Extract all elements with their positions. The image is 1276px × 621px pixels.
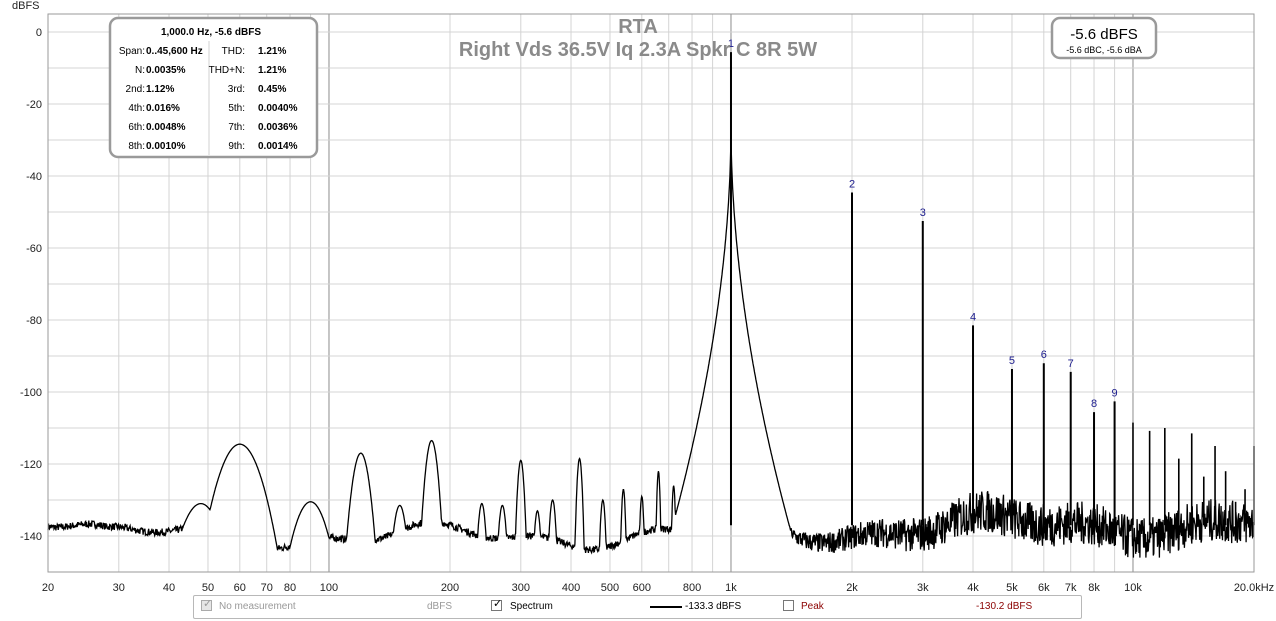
x-tick-label: 300: [512, 582, 530, 594]
readout-label: 7th:: [228, 122, 245, 133]
harmonic-label: 4: [970, 311, 976, 323]
harmonic-label: 1: [728, 38, 734, 50]
distortion-readout: 1,000.0 Hz, -5.6 dBFS Span: 0..45,600 Hz T…: [108, 16, 319, 159]
harmonic-label: 9: [1112, 387, 1118, 399]
harmonic-labels: 1 2 3 4 5 6 7 8 9: [728, 38, 1118, 410]
spectrum-label: Spectrum: [510, 601, 553, 612]
peak-value: -130.2 dBFS: [976, 601, 1033, 612]
readout-label: THD:: [222, 46, 245, 57]
readout-value: 0.0036%: [258, 122, 298, 133]
readout-value: 1.21%: [258, 46, 286, 57]
x-tick-label: 10k: [1124, 582, 1142, 594]
x-tick-label: 30: [113, 582, 125, 594]
peak-checkbox[interactable]: [783, 600, 794, 611]
readout-label: Span:: [119, 46, 145, 57]
checkmark-icon: ✓: [203, 598, 213, 610]
x-tick-label: 500: [601, 582, 619, 594]
spectrum-checkbox[interactable]: ✓: [491, 598, 503, 611]
no-measurement-label: No measurement: [219, 601, 296, 612]
harmonic-label: 7: [1068, 358, 1074, 370]
readout-value: 0.0014%: [258, 141, 298, 152]
level-readout-main: -5.6 dBFS: [1070, 26, 1138, 43]
no-measurement-checkbox[interactable]: ✓: [201, 598, 213, 611]
tick-labels: 20 30 40 50 60 70 80 100 200 300 400 500 600 800 1k 2k 3…: [20, 27, 1274, 594]
x-tick-label: 8k: [1088, 582, 1100, 594]
readout-value: 1.21%: [258, 65, 286, 76]
level-readout-frame: [1050, 16, 1158, 60]
readout-header: 1,000.0 Hz, -5.6 dBFS: [161, 27, 261, 38]
x-tick-label: 60: [234, 582, 246, 594]
x-tick-label: 600: [633, 582, 651, 594]
x-tick-label: 5k: [1006, 582, 1018, 594]
readout-value: 0.016%: [146, 103, 180, 114]
x-tick-label: 3k: [917, 582, 929, 594]
x-tick-label: 70: [261, 582, 273, 594]
harmonic-label: 3: [920, 207, 926, 219]
distortion-readout-frame: [108, 16, 319, 159]
readout-label: 8th:: [128, 141, 145, 152]
y-tick-label: -80: [26, 315, 42, 327]
y-axis-label: dBFS: [12, 0, 40, 12]
x-tick-label: 40: [163, 582, 175, 594]
readout-value: 0..45,600 Hz: [146, 46, 203, 57]
readout-label: THD+N:: [209, 65, 245, 76]
y-tick-label: -60: [26, 243, 42, 255]
harmonic-label: 5: [1009, 355, 1015, 367]
peak-label: Peak: [801, 601, 824, 612]
x-tick-label: 100: [320, 582, 338, 594]
y-tick-label: -140: [20, 531, 42, 543]
x-tick-label: 7k: [1065, 582, 1077, 594]
x-tick-label: 20.0kHz: [1234, 582, 1274, 594]
chart-subtitle: Right Vds 36.5V Iq 2.3A Spkr C 8R 5W: [459, 39, 817, 61]
readout-value: 0.0048%: [146, 122, 186, 133]
readout-label: N:: [135, 65, 145, 76]
level-readout-sub: -5.6 dBC, -5.6 dBA: [1066, 45, 1142, 55]
readout-label: 4th:: [128, 103, 145, 114]
x-tick-label: 50: [202, 582, 214, 594]
y-tick-label: -100: [20, 387, 42, 399]
y-tick-label: -40: [26, 171, 42, 183]
readout-label: 5th:: [228, 103, 245, 114]
readout-label: 9th:: [228, 141, 245, 152]
readout-label: 3rd:: [228, 84, 245, 95]
harmonic-label: 6: [1041, 349, 1047, 361]
y-tick-label: 0: [36, 27, 42, 39]
readout-rows: Span: 0..45,600 Hz THD: 1.21% N: 0.0035% THD+N…: [119, 46, 298, 152]
readout-label: 6th:: [128, 122, 145, 133]
y-tick-label: -120: [20, 459, 42, 471]
x-tick-label: 2k: [846, 582, 858, 594]
harmonic-label: 2: [849, 179, 855, 191]
rta-chart: 20 30 40 50 60 70 80 100 200 300 400 500 600 800 1k 2k 3…: [12, 0, 1275, 594]
level-readout: -5.6 dBFS -5.6 dBC, -5.6 dBA: [1050, 16, 1158, 60]
spectrum-line-swatch: [650, 606, 682, 608]
x-tick-label: 400: [562, 582, 580, 594]
x-tick-label: 6k: [1038, 582, 1050, 594]
legend-bar: ✓ No measurement dBFS ✓ Spectrum -133.3 …: [193, 595, 1082, 619]
readout-value: 1.12%: [146, 84, 174, 95]
x-tick-label: 80: [284, 582, 296, 594]
plot-frame: [47, 13, 1255, 573]
harmonic-label: 8: [1091, 398, 1097, 410]
readout-label: 2nd:: [126, 84, 145, 95]
checkmark-icon: ✓: [493, 598, 503, 610]
spectrum-line: [47, 146, 1255, 558]
x-tick-label: 200: [441, 582, 459, 594]
readout-value: 0.0035%: [146, 65, 186, 76]
readout-value: 0.0040%: [258, 103, 298, 114]
x-tick-label: 1k: [725, 582, 737, 594]
x-tick-label: 4k: [967, 582, 979, 594]
y-tick-label: -20: [26, 99, 42, 111]
readout-value: 0.45%: [258, 84, 286, 95]
x-tick-label: 800: [683, 582, 701, 594]
spectrum-value: -133.3 dBFS: [685, 601, 742, 612]
readout-value: 0.0010%: [146, 141, 186, 152]
chart-title: RTA: [618, 16, 658, 38]
no-measurement-unit: dBFS: [427, 601, 453, 612]
x-tick-label: 20: [42, 582, 54, 594]
